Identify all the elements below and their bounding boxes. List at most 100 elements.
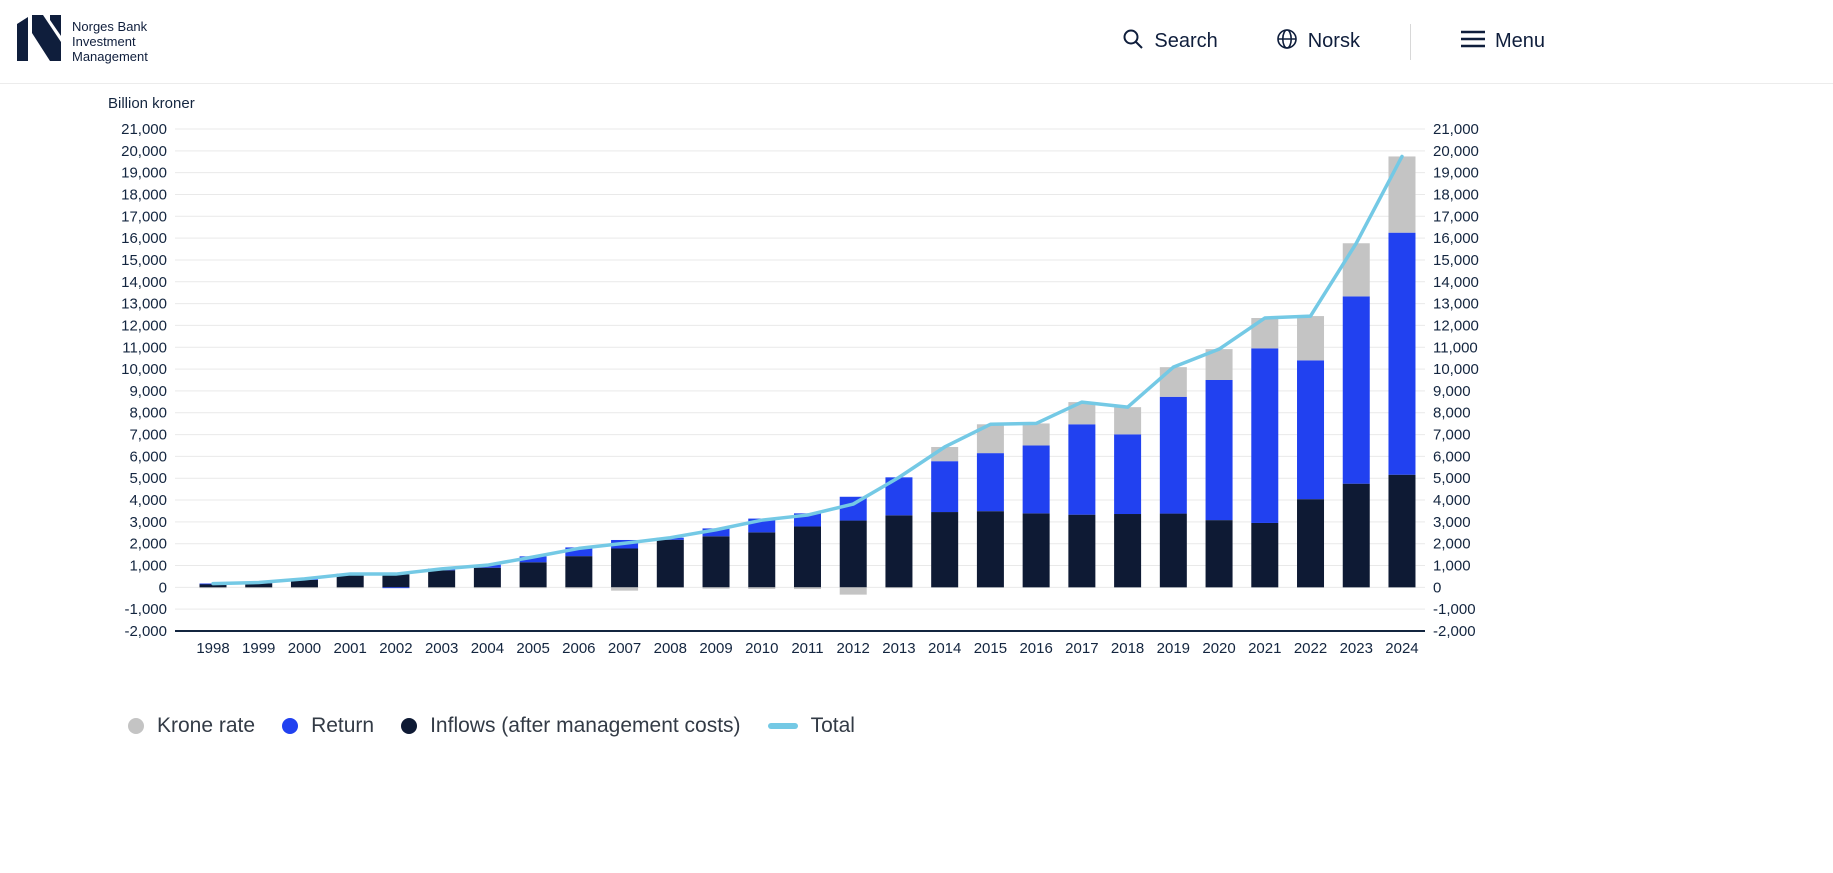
- y-tick-label-right: 15,000: [1433, 252, 1479, 269]
- bar-segment-inflows-after-management-costs-2013: [885, 515, 913, 588]
- x-tick-label: 2010: [745, 640, 778, 657]
- y-tick-label-right: 10,000: [1433, 361, 1479, 378]
- y-tick-label-left: 2,000: [129, 536, 167, 553]
- legend-dot-swatch: [282, 718, 299, 734]
- y-tick-label-right: 9,000: [1433, 383, 1471, 400]
- header-nav: Search Norsk Menu: [1122, 23, 1545, 60]
- site-header: Norges Bank Investment Management Search: [0, 0, 1833, 84]
- y-tick-label-left: 4,000: [129, 492, 167, 509]
- x-tick-label: 2003: [425, 640, 458, 657]
- bar-segment-return-2017: [1068, 424, 1096, 515]
- search-icon: [1122, 28, 1144, 56]
- bar-segment-inflows-after-management-costs-2004: [473, 567, 501, 588]
- bar-segment-inflows-after-management-costs-2016: [1022, 513, 1050, 588]
- y-tick-label-left: 5,000: [129, 470, 167, 487]
- bar-segment-inflows-after-management-costs-2003: [428, 570, 456, 588]
- nbim-logo-icon: [17, 15, 61, 68]
- bar-segment-inflows-after-management-costs-2018: [1114, 514, 1142, 588]
- bar-segment-inflows-after-management-costs-1999: [245, 583, 273, 588]
- y-tick-label-right: 11,000: [1433, 339, 1478, 356]
- y-tick-label-left: 19,000: [121, 165, 167, 182]
- x-tick-label: 2000: [288, 640, 321, 657]
- bar-segment-return-2006: [565, 547, 593, 557]
- y-tick-label-left: 11,000: [122, 339, 167, 356]
- legend-label: Inflows (after management costs): [430, 714, 741, 737]
- bar-segment-krone-rate-2007: [611, 587, 639, 591]
- bar-segment-inflows-after-management-costs-2010: [748, 532, 776, 588]
- bar-segment-inflows-after-management-costs-2017: [1068, 514, 1096, 588]
- y-tick-label-right: 20,000: [1433, 143, 1479, 160]
- y-tick-label-left: 13,000: [121, 296, 167, 313]
- bar-segment-return-2002: [382, 587, 410, 589]
- y-tick-label-left: 15,000: [121, 252, 167, 269]
- hamburger-menu-icon: [1460, 30, 1485, 54]
- y-tick-label-right: 7,000: [1433, 427, 1471, 444]
- legend-item-krone-rate[interactable]: Krone rate: [128, 714, 255, 738]
- bar-segment-return-2019: [1159, 396, 1187, 514]
- y-tick-label-left: 12,000: [121, 317, 167, 334]
- menu-label: Menu: [1494, 30, 1545, 52]
- brand-logo[interactable]: Norges Bank Investment Management: [17, 15, 148, 68]
- y-tick-label-right: 18,000: [1433, 186, 1479, 203]
- y-tick-label-right: 2,000: [1433, 536, 1471, 553]
- bar-segment-return-2014: [931, 461, 959, 513]
- bar-segment-inflows-after-management-costs-2014: [931, 512, 959, 588]
- bar-segment-krone-rate-2017: [1068, 402, 1096, 425]
- bar-segment-return-2018: [1114, 434, 1142, 515]
- y-tick-label-right: 16,000: [1433, 230, 1479, 247]
- y-tick-label-left: 21,000: [121, 121, 167, 138]
- bar-segment-inflows-after-management-costs-2008: [656, 539, 684, 588]
- y-tick-label-left: 1,000: [129, 558, 167, 575]
- total-line: [211, 154, 1404, 586]
- language-button[interactable]: Norsk: [1276, 28, 1360, 56]
- brand-line-2: Investment: [72, 34, 136, 49]
- x-tick-label: 2023: [1340, 640, 1373, 657]
- bar-segment-inflows-after-management-costs-2021: [1251, 522, 1279, 588]
- y-tick-label-right: 3,000: [1433, 514, 1471, 531]
- bar-segment-return-2016: [1022, 445, 1050, 514]
- legend-item-inflows-after-management-costs[interactable]: Inflows (after management costs): [401, 714, 741, 738]
- y-tick-label-right: 13,000: [1433, 296, 1479, 313]
- y-tick-label-right: -2,000: [1433, 623, 1476, 640]
- bar-segment-inflows-after-management-costs-2022: [1297, 499, 1325, 588]
- brand-line-1: Norges Bank: [72, 19, 148, 34]
- bar-segment-krone-rate-2023: [1342, 243, 1370, 297]
- legend-item-total[interactable]: Total: [767, 714, 855, 738]
- x-tick-label: 2017: [1065, 640, 1098, 657]
- chart-legend: Krone rate Return Inflows (after managemen…: [128, 714, 855, 738]
- bar-segment-krone-rate-2024: [1388, 156, 1416, 233]
- bar-segment-inflows-after-management-costs-2006: [565, 556, 593, 588]
- bar-segment-krone-rate-1998: [199, 587, 227, 589]
- bar-segment-inflows-after-management-costs-2005: [519, 562, 547, 588]
- x-tick-label: 2016: [1019, 640, 1052, 657]
- bar-segment-krone-rate-2013: [885, 587, 913, 589]
- x-tick-label: 2009: [699, 640, 732, 657]
- x-tick-label: 2012: [837, 640, 870, 657]
- x-tick-label: 2006: [562, 640, 595, 657]
- y-tick-label-left: 9,000: [129, 383, 167, 400]
- menu-button[interactable]: Menu: [1460, 30, 1545, 54]
- bar-segment-krone-rate-2016: [1022, 423, 1050, 446]
- y-tick-label-left: 16,000: [121, 230, 167, 247]
- y-tick-label-left: 7,000: [129, 427, 167, 444]
- x-tick-label: 2013: [882, 640, 915, 657]
- language-label: Norsk: [1307, 30, 1360, 52]
- bar-segment-krone-rate-2004: [473, 587, 501, 589]
- bar-segment-return-2024: [1388, 232, 1416, 475]
- x-tick-label: 2015: [974, 640, 1007, 657]
- search-button[interactable]: Search: [1122, 28, 1218, 56]
- globe-icon: [1276, 28, 1298, 56]
- bar-segment-krone-rate-2009: [702, 587, 730, 589]
- y-tick-label-left: -2,000: [124, 623, 167, 640]
- bar-segment-inflows-after-management-costs-2012: [839, 520, 867, 588]
- y-axis-unit-label: Billion kroner: [108, 95, 195, 112]
- brand-name: Norges Bank Investment Management: [72, 19, 148, 64]
- y-tick-label-right: 1,000: [1433, 558, 1471, 575]
- legend-label: Krone rate: [157, 714, 256, 737]
- legend-item-return[interactable]: Return: [282, 714, 374, 738]
- y-tick-label-right: 21,000: [1433, 121, 1479, 138]
- bar-segment-krone-rate-2000: [290, 587, 318, 589]
- bar-segment-krone-rate-2018: [1114, 407, 1142, 435]
- bar-segment-return-2015: [976, 453, 1004, 512]
- bar-segment-krone-rate-2001: [336, 587, 364, 589]
